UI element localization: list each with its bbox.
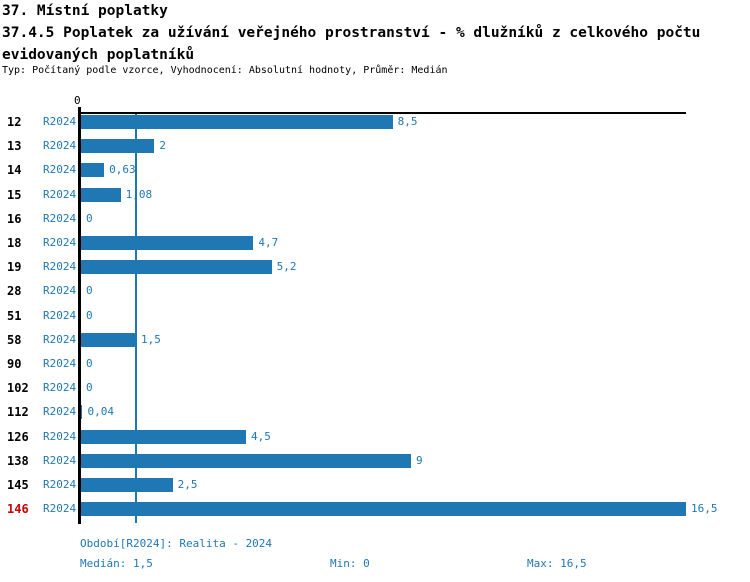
row-series-label: R2024 xyxy=(43,381,77,395)
row-series-label: R2024 xyxy=(43,187,77,201)
value-bar xyxy=(81,405,83,420)
row-series-label: R2024 xyxy=(43,478,77,491)
row-category-label: 18 xyxy=(7,236,22,250)
report-header: 37. Místní poplatky 37.4.5 Poplatek za u… xyxy=(2,0,742,66)
chart-row: 146 R2024 16,5 xyxy=(0,502,750,517)
row-series-label: R2024 xyxy=(43,405,77,419)
row-series-label: R2024 xyxy=(43,308,77,322)
row-category-label: 13 xyxy=(7,139,22,154)
bar-value-label: 4,5 xyxy=(251,429,271,443)
median-stat: Medián: 1,5 xyxy=(80,557,153,570)
value-bar xyxy=(81,139,155,154)
bar-value-label: 1,08 xyxy=(125,187,153,201)
bar-value-label: 4,7 xyxy=(258,236,279,249)
chart-row: 102 R2024 0 xyxy=(0,381,750,395)
value-bar xyxy=(81,429,246,444)
value-bar xyxy=(81,187,121,202)
chart-row: 51 R2024 0 xyxy=(0,309,750,323)
value-bar xyxy=(81,453,411,468)
row-category-label: 146 xyxy=(7,502,29,517)
row-series-label: R2024 xyxy=(43,211,77,225)
bar-value-label: 2,5 xyxy=(177,478,198,491)
row-category-label: 126 xyxy=(7,429,29,444)
chart-row: 15 R2024 1,08 xyxy=(0,187,750,202)
row-category-label: 19 xyxy=(7,260,22,275)
min-stat: Min: 0 xyxy=(330,557,370,570)
row-category-label: 102 xyxy=(7,381,29,396)
row-series-label: R2024 xyxy=(43,453,77,467)
row-category-label: 12 xyxy=(7,115,22,129)
chart-row: 90 R2024 0 xyxy=(0,357,750,371)
row-category-label: 28 xyxy=(7,284,22,299)
chart-row: 28 R2024 0 xyxy=(0,284,750,298)
chart-row: 145 R2024 2,5 xyxy=(0,478,750,492)
value-bar xyxy=(81,236,254,250)
bar-value-label: 1,5 xyxy=(141,332,161,346)
bar-value-label: 0 xyxy=(86,211,93,225)
bar-value-label: 0 xyxy=(86,308,93,322)
row-category-label: 14 xyxy=(7,163,22,178)
row-category-label: 15 xyxy=(7,187,22,202)
chart-row: 13 R2024 2 xyxy=(0,139,750,154)
chart-row: 138 R2024 9 xyxy=(0,453,750,468)
chart-row: 126 R2024 4,5 xyxy=(0,429,750,444)
report-meta: Typ: Počítaný podle vzorce, Vyhodnocení:… xyxy=(2,65,448,76)
chart-row: 16 R2024 0 xyxy=(0,212,750,226)
row-series-label: R2024 xyxy=(43,236,77,249)
row-category-label: 138 xyxy=(7,453,29,468)
bar-value-label: 5,2 xyxy=(276,260,297,274)
row-category-label: 51 xyxy=(7,308,22,323)
bar-value-label: 0,04 xyxy=(87,405,114,419)
bar-value-label: 8,5 xyxy=(397,115,418,128)
row-series-label: R2024 xyxy=(43,502,77,516)
row-category-label: 58 xyxy=(7,332,22,347)
row-series-label: R2024 xyxy=(43,260,77,274)
median-line xyxy=(135,114,137,523)
row-series-label: R2024 xyxy=(43,284,77,298)
row-series-label: R2024 xyxy=(43,163,77,177)
value-bar xyxy=(81,260,272,275)
x-axis-line xyxy=(78,112,686,114)
row-category-label: 112 xyxy=(7,405,29,420)
value-bar xyxy=(81,115,393,129)
bar-value-label: 16,5 xyxy=(691,502,718,516)
bar-value-label: 0,63 xyxy=(109,163,136,177)
bar-value-label: 0 xyxy=(86,284,93,298)
chart-row: 14 R2024 0,63 xyxy=(0,163,750,178)
x-axis-origin-label: 0 xyxy=(74,94,81,107)
max-stat: Max: 16,5 xyxy=(527,557,587,570)
row-series-label: R2024 xyxy=(43,139,77,153)
bar-value-label: 0 xyxy=(86,357,93,370)
value-bar xyxy=(81,163,105,178)
chart-row: 112 R2024 0,04 xyxy=(0,405,750,420)
value-bar xyxy=(81,478,173,492)
period-label: Období[R2024]: Realita - 2024 xyxy=(80,537,273,550)
report-title: 37. Místní poplatky xyxy=(2,3,168,19)
value-bar xyxy=(81,502,686,517)
row-series-label: R2024 xyxy=(43,429,77,443)
row-series-label: R2024 xyxy=(43,115,77,128)
row-category-label: 145 xyxy=(7,478,29,492)
chart-row: 12 R2024 8,5 xyxy=(0,115,750,129)
row-series-label: R2024 xyxy=(43,332,77,346)
chart-row: 58 R2024 1,5 xyxy=(0,332,750,347)
chart-row: 19 R2024 5,2 xyxy=(0,260,750,275)
bar-value-label: 9 xyxy=(416,453,423,467)
y-axis-line xyxy=(78,107,81,524)
row-category-label: 16 xyxy=(7,211,22,226)
bar-value-label: 2 xyxy=(159,139,166,153)
bar-value-label: 0 xyxy=(86,381,93,395)
value-bar xyxy=(81,332,136,347)
row-series-label: R2024 xyxy=(43,357,77,370)
chart-row: 18 R2024 4,7 xyxy=(0,236,750,250)
row-category-label: 90 xyxy=(7,357,22,371)
report-subtitle: 37.4.5 Poplatek za užívání veřejného pro… xyxy=(2,25,701,63)
